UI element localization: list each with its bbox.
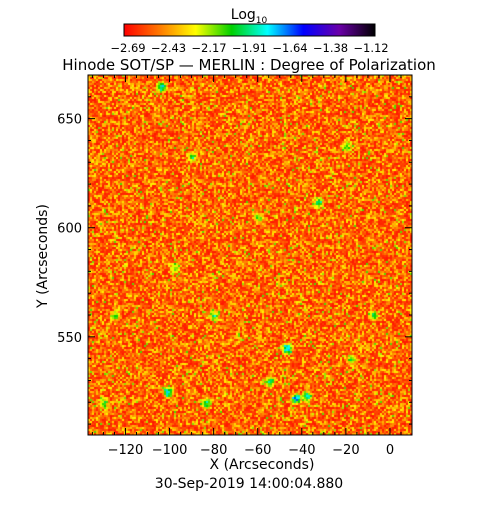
chart-title: Hinode SOT/SP — MERLIN : Degree of Polar… xyxy=(62,56,436,74)
x-axis: −120 −100 −80 −60 −40 −20 0 xyxy=(91,75,413,458)
x-tick-label: −20 xyxy=(332,443,359,458)
y-axis: 550 600 650 xyxy=(57,74,412,425)
x-tick-label: −80 xyxy=(200,443,227,458)
x-tick-label: 0 xyxy=(386,443,394,458)
y-axis-label: Y (Arcseconds) xyxy=(35,204,51,309)
colorbar-tick-label: −2.69 xyxy=(110,41,145,55)
colorbar-ticks: −2.69 −2.43 −2.17 −1.91 −1.64 −1.38 −1.12 xyxy=(110,41,388,55)
x-tick-label: −60 xyxy=(244,443,271,458)
y-tick-label: 650 xyxy=(57,113,82,128)
colorbar xyxy=(123,23,376,37)
colorbar-tick-label: −1.64 xyxy=(272,41,307,55)
colorbar-tick-label: −1.38 xyxy=(313,41,348,55)
plot-frame xyxy=(87,74,413,436)
y-tick-label: 600 xyxy=(57,222,82,237)
plot-area xyxy=(87,74,413,436)
x-tick-label: −100 xyxy=(152,443,188,458)
heatmap-image xyxy=(88,75,412,435)
timestamp: 30-Sep-2019 14:00:04.880 xyxy=(155,476,343,492)
colorbar-title: Log10 xyxy=(231,7,268,26)
y-tick-label: 550 xyxy=(57,331,82,346)
colorbar-tick-label: −1.12 xyxy=(353,41,388,55)
x-tick-label: −40 xyxy=(288,443,315,458)
x-tick-label: −120 xyxy=(108,443,144,458)
colorbar-tick-label: −1.91 xyxy=(232,41,267,55)
colorbar-tick-label: −2.17 xyxy=(191,41,226,55)
colorbar-tick-label: −2.43 xyxy=(151,41,186,55)
x-axis-label: X (Arcseconds) xyxy=(210,457,315,473)
